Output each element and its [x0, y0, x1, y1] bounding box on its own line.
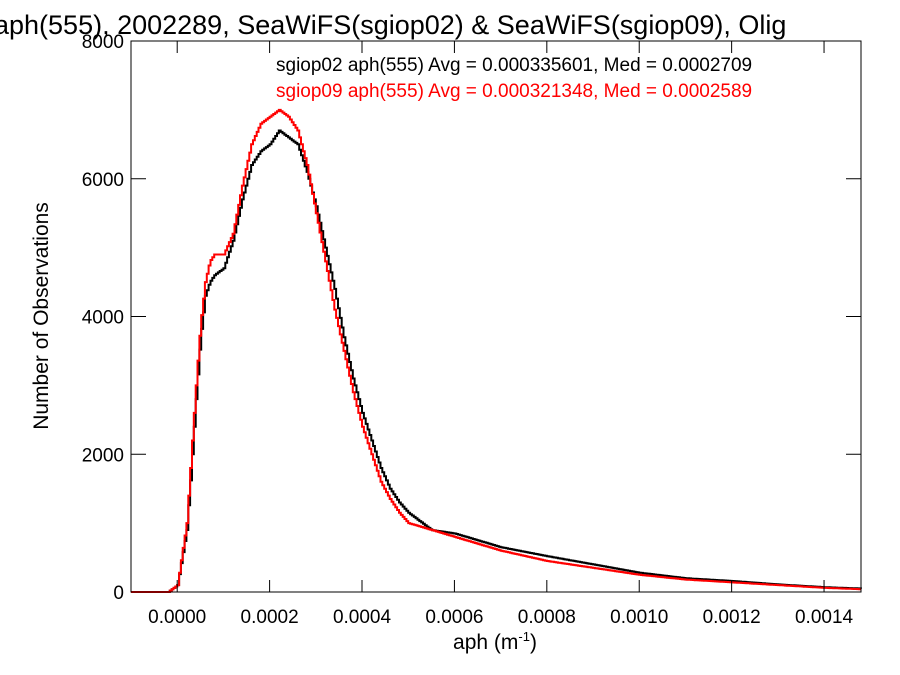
y-axis-label: Number of Observations — [30, 202, 53, 430]
x-tick-label: 0.0004 — [333, 607, 392, 628]
x-tick-label: 0.0008 — [518, 607, 576, 628]
x-tick-label: 0.0006 — [425, 607, 483, 628]
x-axis: 0.0000 0.0002 0.0004 0.0006 0.0008 0.0010 0.00… — [148, 41, 854, 628]
x-tick-label: 0.0010 — [610, 607, 668, 628]
plot-frame — [130, 40, 862, 593]
y-tick-label: 6000 — [82, 170, 124, 191]
y-tick-label: 4000 — [82, 308, 124, 329]
plot-area — [131, 108, 862, 593]
x-tick-label: 0.0002 — [241, 607, 299, 628]
series-sgiop09-line — [131, 108, 861, 593]
x-axis-label-text: aph (m — [453, 631, 518, 654]
x-tick-label: 0.0014 — [795, 607, 854, 628]
x-axis-label-close: ) — [530, 631, 537, 654]
x-tick-label: 0.0012 — [703, 607, 761, 628]
x-axis-label: aph (m-1) — [453, 629, 537, 654]
y-tick-label: 2000 — [82, 445, 124, 466]
x-tick-label: 0.0000 — [148, 607, 206, 628]
y-axis: 0 2000 4000 6000 8000 — [82, 32, 861, 604]
legend-entry-sgiop02: sgiop02 aph(555) Avg = 0.000335601, Med … — [276, 55, 752, 76]
y-tick-label: 8000 — [82, 32, 124, 53]
chart-title: aph(555), 2002289, SeaWiFS(sgiop02) & Se… — [0, 10, 786, 40]
legend-entry-sgiop09: sgiop09 aph(555) Avg = 0.000321348, Med … — [276, 81, 752, 102]
y-tick-label: 0 — [113, 583, 124, 604]
x-axis-label-superscript: -1 — [518, 629, 530, 644]
series-sgiop02-line — [131, 129, 862, 593]
